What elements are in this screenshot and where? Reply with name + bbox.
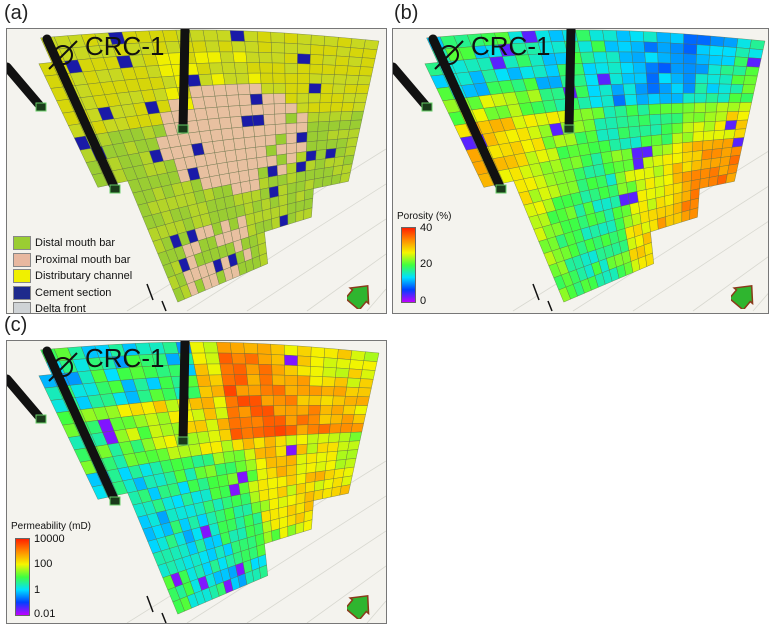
panel-b-porosity-model: CRC-1 Porosity (%) 40 20 0 bbox=[392, 28, 769, 314]
permeability-tick: 100 bbox=[34, 558, 53, 570]
legend-item: Cement section bbox=[13, 285, 132, 302]
legend-label: Distal mouth bar bbox=[35, 237, 116, 250]
panel-a-letter: (a) bbox=[4, 2, 29, 24]
well-label: CRC-1 bbox=[85, 31, 165, 61]
panel-c-permeability-model: CRC-1 Permeability (mD) 10000 100 1 0.01 bbox=[6, 340, 387, 624]
permeability-tick: 10000 bbox=[34, 533, 65, 545]
north-arrow-icon bbox=[347, 284, 370, 309]
legend-swatch bbox=[13, 252, 31, 267]
legend-label: Distributary channel bbox=[35, 270, 133, 283]
well-label: CRC-1 bbox=[85, 343, 165, 373]
legend-label: Cement section bbox=[35, 286, 112, 299]
legend-item: Distal mouth bar bbox=[13, 235, 132, 252]
porosity-grid bbox=[393, 29, 768, 312]
permeability-colorbar-title: Permeability (mD) bbox=[11, 521, 92, 532]
porosity-colorbar bbox=[401, 227, 416, 303]
legend-item: Delta front bbox=[13, 301, 132, 314]
permeability-colorbar bbox=[15, 538, 30, 616]
permeability-grid bbox=[7, 341, 386, 623]
north-arrow-icon bbox=[731, 284, 754, 309]
porosity-tick: 0 bbox=[420, 295, 427, 307]
panel-c-letter: (c) bbox=[4, 314, 28, 336]
porosity-tick: 40 bbox=[420, 222, 433, 234]
legend-swatch bbox=[13, 285, 31, 300]
legend-label: Proximal mouth bar bbox=[35, 253, 131, 266]
facies-grid bbox=[7, 29, 386, 312]
legend-swatch bbox=[13, 302, 31, 313]
legend-swatch bbox=[13, 236, 31, 251]
legend-label: Delta front bbox=[35, 303, 86, 314]
permeability-tick: 0.01 bbox=[34, 608, 56, 620]
legend-item: Distributary channel bbox=[13, 268, 132, 285]
porosity-colorbar-title: Porosity (%) bbox=[397, 211, 452, 222]
panel-a-facies-model: CRC-1 Distal mouth bar Proximal mouth ba… bbox=[6, 28, 387, 314]
well-label: CRC-1 bbox=[471, 31, 551, 61]
legend-swatch bbox=[13, 269, 31, 284]
facies-legend: Distal mouth bar Proximal mouth bar Dist… bbox=[13, 235, 132, 314]
panel-b-letter: (b) bbox=[394, 2, 419, 24]
legend-item: Proximal mouth bar bbox=[13, 252, 132, 269]
north-arrow-icon bbox=[347, 594, 370, 619]
permeability-tick: 1 bbox=[34, 584, 41, 596]
porosity-tick: 20 bbox=[420, 258, 433, 270]
